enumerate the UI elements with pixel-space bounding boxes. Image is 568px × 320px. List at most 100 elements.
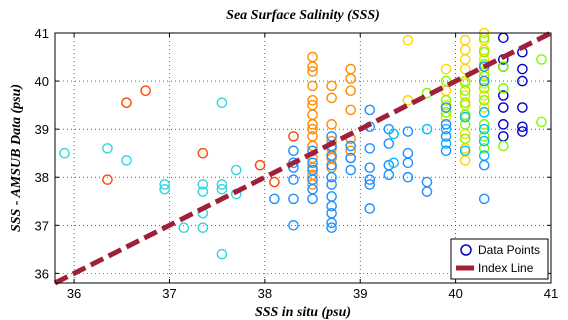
data-point [345,73,356,84]
data-point [326,222,337,234]
data-point [197,186,209,197]
data-point [478,123,490,135]
data-point [498,119,509,130]
data-point [440,123,452,135]
x-axis-label: SSS in situ (psu) [255,305,351,320]
data-point [326,159,337,171]
data-point [498,102,509,113]
data-point [459,133,471,145]
data-point [440,102,452,113]
x-tick-label: 39 [353,286,367,301]
data-point [478,102,490,113]
data-point [307,123,318,135]
data-point [288,174,299,185]
data-point [326,80,337,92]
index-line-layer [53,30,553,286]
data-point [345,145,356,157]
data-point [459,85,471,96]
data-point [459,145,471,157]
data-point [459,97,471,109]
data-point [197,147,209,159]
data-point [216,97,228,109]
data-point [421,123,433,135]
data-point [383,169,395,181]
data-point [498,82,509,94]
data-point [307,179,318,190]
data-point [345,140,356,152]
legend-marker-data-points [460,244,472,256]
data-point [517,102,528,113]
data-point [326,171,337,183]
data-point [459,111,471,123]
chart-title: Sea Surface Salinity (SSS) [226,8,380,23]
data-point [498,140,509,152]
data-point [345,164,356,176]
x-tick-label: 36 [67,286,81,301]
data-point [364,203,376,214]
data-point [364,143,376,154]
data-point [440,131,452,142]
data-point [307,80,318,92]
data-point [478,131,490,142]
data-point [326,119,337,130]
data-point [478,90,490,101]
data-point [364,179,376,190]
legend-label-index-line: Index Line [478,261,534,275]
data-point [197,222,209,234]
data-point [478,143,490,154]
data-point [388,128,399,140]
data-point [326,217,337,229]
data-point [326,92,337,104]
data-point [216,183,228,195]
y-tick-label: 36 [35,266,49,281]
data-point [478,82,490,94]
data-point [517,121,528,133]
data-point [383,138,395,149]
data-point [364,104,376,116]
data-point [269,193,280,205]
data-point [254,159,266,171]
data-point [288,145,299,157]
data-point [121,97,132,109]
data-point [216,248,228,260]
data-point [536,54,547,65]
axis-ticks: 36 37 38 39 40 41 36 37 38 39 40 41 [35,26,559,301]
data-point [478,119,490,130]
data-point [307,157,318,169]
x-tick-label: 37 [162,286,176,301]
data-points [59,27,547,260]
data-point [364,174,376,185]
data-point [102,174,113,185]
data-point [478,75,490,87]
data-point [440,119,452,130]
x-tick-label: 40 [448,286,462,301]
data-point [478,193,490,205]
data-point [345,104,356,116]
data-point [402,171,414,183]
data-point [102,143,113,154]
data-point [159,179,170,190]
data-point [440,63,452,75]
data-point [159,183,170,195]
data-point [230,164,242,176]
data-point [402,157,414,169]
data-point [517,63,528,75]
data-point [364,162,376,173]
data-point [478,135,490,147]
y-tick-label: 41 [35,26,49,41]
data-point [498,90,509,101]
index-line [53,30,553,286]
data-point [478,107,490,118]
data-point [269,176,280,188]
data-point [440,107,452,118]
data-point [517,126,528,137]
y-tick-label: 40 [35,74,49,89]
data-point [59,147,70,159]
data-point [440,95,452,106]
data-point [388,157,399,169]
data-point [326,200,337,212]
plot-frame [54,32,552,284]
data-point [517,75,528,87]
legend: Data Points Index Line [450,238,549,280]
